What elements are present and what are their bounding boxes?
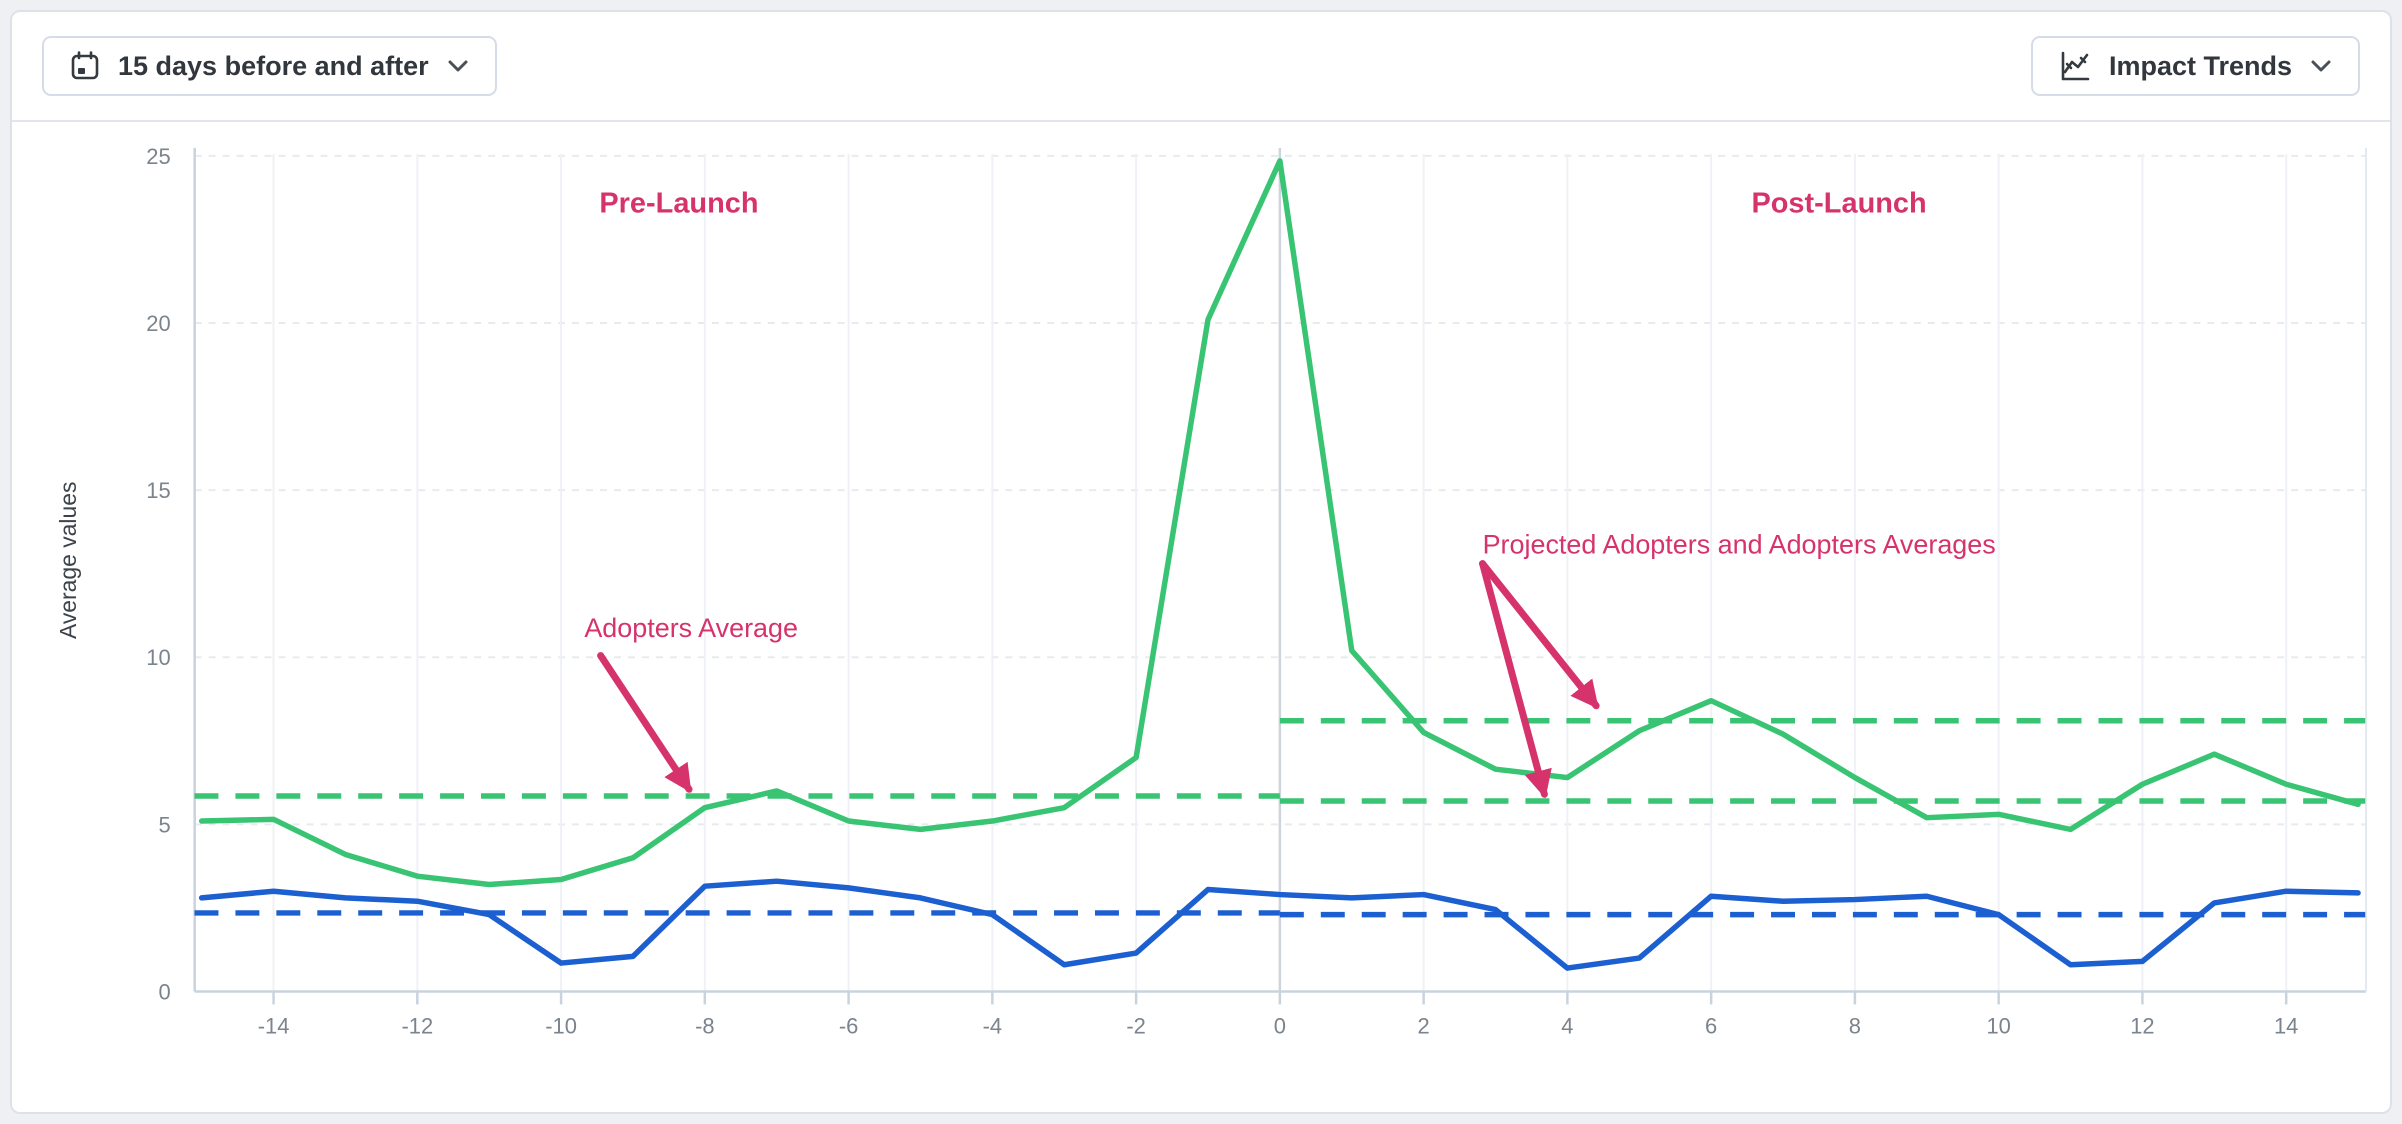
x-tick-label: 2 (1418, 1013, 1430, 1038)
x-tick-label: -6 (839, 1013, 859, 1038)
annotation-arrow (1479, 560, 1552, 799)
y-tick-label: 15 (146, 478, 170, 503)
post-launch-label: Post-Launch (1751, 188, 1926, 220)
x-tick-label: -2 (1126, 1013, 1146, 1038)
x-tick-label: -12 (401, 1013, 433, 1038)
impact-trends-label: Impact Trends (2108, 50, 2292, 81)
y-tick-label: 20 (146, 311, 170, 336)
projected-averages-label: Projected Adopters and Adopters Averages (1483, 530, 1996, 560)
dashboard-card: 15 days before and after Impact Trends (10, 10, 2392, 1114)
annotation-arrow (1479, 560, 1600, 710)
impact-chart: -14 -12 -10 -8 -6 -4 -2 0 2 4 6 8 10 12 14 0 5 10 15 20 25 Pr… (12, 122, 2390, 1112)
y-tick-label: 10 (146, 645, 170, 670)
impact-trends-button[interactable]: Impact Trends (2030, 36, 2360, 96)
y-tick-label: 0 (159, 979, 171, 1004)
annotation-arrow (597, 652, 693, 793)
x-tick-label: 0 (1274, 1013, 1286, 1038)
secondary-line (198, 878, 2361, 971)
chevron-down-icon (445, 53, 471, 79)
x-tick-label: 8 (1849, 1013, 1861, 1038)
x-tick-label: 12 (2130, 1013, 2154, 1038)
x-tick-label: 14 (2274, 1013, 2298, 1038)
chevron-down-icon (2308, 53, 2334, 79)
y-axis-title: Average values (55, 482, 81, 639)
x-tick-label: -10 (545, 1013, 577, 1038)
x-tick-label: -8 (695, 1013, 715, 1038)
x-tick-label: 4 (1561, 1013, 1573, 1038)
y-tick-label: 25 (146, 144, 170, 169)
x-tick-label: 10 (1986, 1013, 2010, 1038)
pre-launch-label: Pre-Launch (599, 188, 758, 220)
trend-chart-icon (2057, 48, 2093, 84)
x-tick-label: -14 (258, 1013, 290, 1038)
date-range-button[interactable]: 15 days before and after (42, 36, 497, 96)
x-tick-label: -4 (983, 1013, 1003, 1038)
x-tick-label: 6 (1705, 1013, 1717, 1038)
date-range-label: 15 days before and after (118, 50, 429, 81)
y-tick-label: 5 (159, 812, 171, 837)
adopters-line (198, 158, 2361, 888)
impact-chart-svg: -14 -12 -10 -8 -6 -4 -2 0 2 4 6 8 10 12 14 0 5 10 15 20 25 Pr… (55, 144, 2368, 1038)
calendar-icon (68, 49, 102, 83)
adopters-average-label: Adopters Average (584, 613, 798, 643)
toolbar: 15 days before and after Impact Trends (12, 12, 2390, 122)
